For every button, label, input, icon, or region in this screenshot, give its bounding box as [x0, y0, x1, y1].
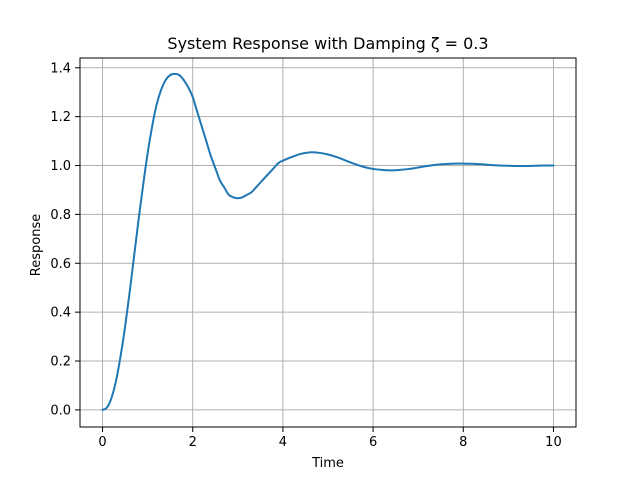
ticks-layer: 0 2 4 6 8 10 0.0 0.2 0.4 0.6 0.8 1.0 1.2 1.4: [50, 61, 561, 450]
y-tick-label: 0.0: [50, 403, 71, 418]
grid-layer: [80, 58, 576, 427]
y-tick-label: 0.6: [50, 257, 71, 272]
x-tick-label: 8: [459, 435, 467, 450]
x-tick-label: 6: [369, 435, 377, 450]
y-tick-label: 1.0: [50, 159, 71, 174]
y-tick-label: 0.4: [50, 306, 71, 321]
y-tick-label: 0.8: [50, 208, 71, 223]
y-tick-label: 1.2: [50, 110, 71, 125]
response-line: [101, 72, 555, 411]
x-axis-label: Time: [311, 456, 344, 471]
x-tick-label: 2: [189, 435, 197, 450]
y-tick-label: 1.4: [50, 61, 71, 76]
x-tick-label: 0: [98, 435, 106, 450]
plot-frame: [79, 57, 577, 428]
x-tick-label: 10: [545, 435, 562, 450]
series-layer: [101, 72, 555, 411]
y-tick-label: 0.2: [50, 355, 71, 370]
y-axis-label: Response: [29, 214, 44, 276]
chart-title: System Response with Damping ζ = 0.3: [167, 34, 488, 53]
x-tick-label: 4: [279, 435, 287, 450]
